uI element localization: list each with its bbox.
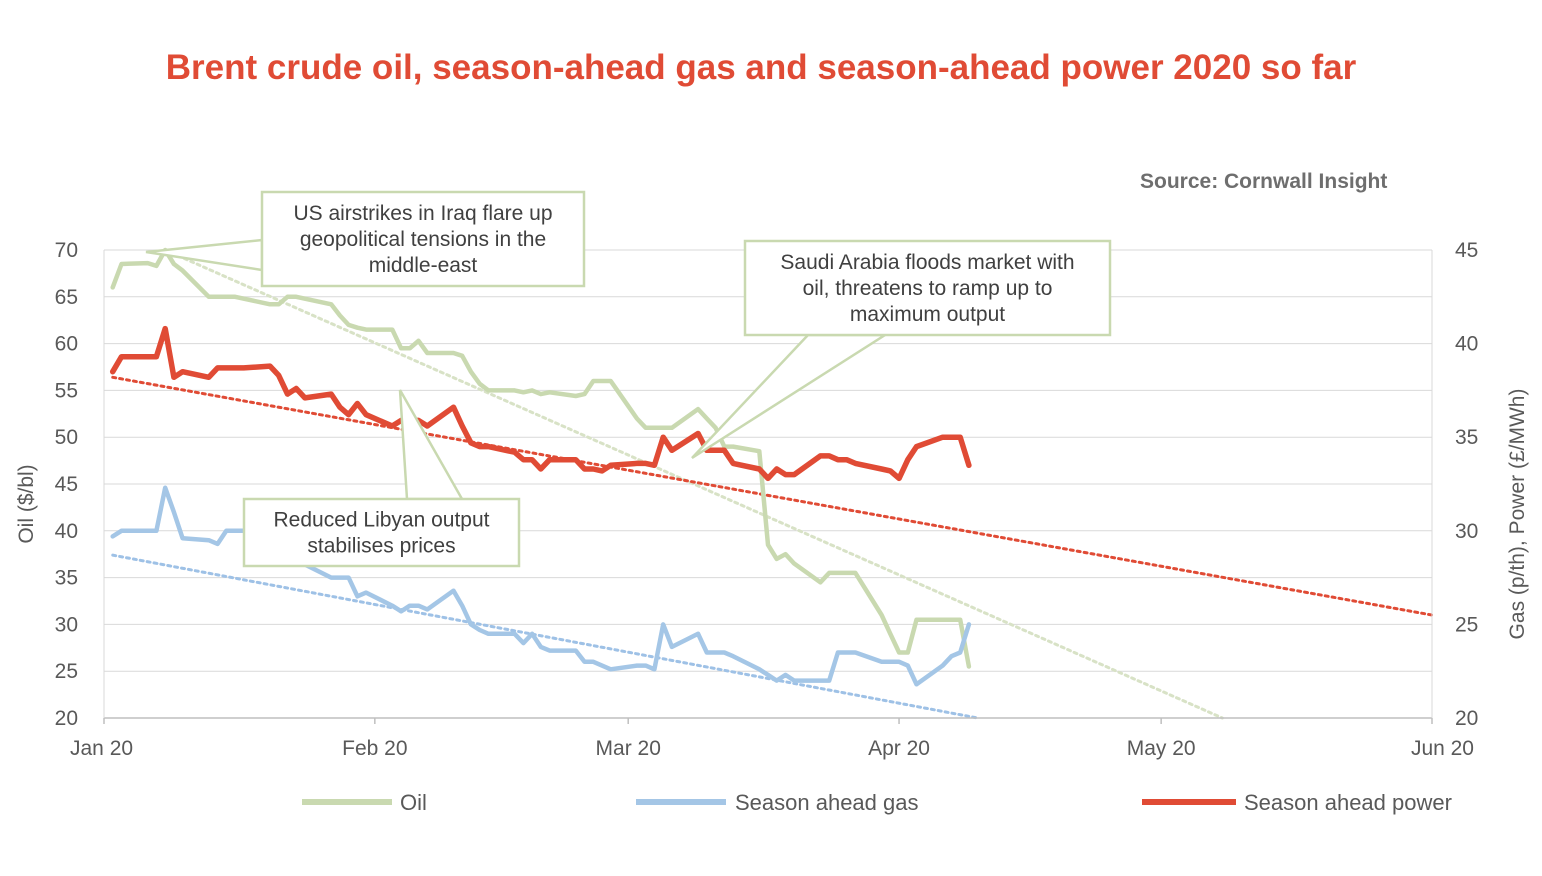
x-tick-label: Jun 20 [1411, 737, 1474, 760]
x-tick-label: Feb 20 [342, 737, 407, 760]
y-left-tick-label: 55 [55, 379, 78, 402]
legend-label: Season ahead power [1244, 790, 1452, 815]
y-left-tick-label: 40 [55, 520, 78, 543]
x-tick-label: May 20 [1127, 737, 1196, 760]
annotation-line: US airstrikes in Iraq flare up [293, 202, 552, 225]
annotation-libyan-output: Reduced Libyan output stabilises prices [242, 389, 521, 568]
annotation-line: Reduced Libyan output [274, 509, 490, 532]
annotation-line: middle-east [369, 254, 478, 277]
y-left-axis-title: Oil ($/bl) [15, 464, 38, 543]
legend-item-season-ahead-power: Season ahead power [1142, 790, 1452, 815]
annotation-box [242, 497, 521, 568]
legend-item-season-ahead-gas: Season ahead gas [636, 790, 919, 815]
y-right-tick-label: 45 [1455, 239, 1478, 262]
y-left-tick-label: 20 [55, 707, 78, 730]
y-left-tick-label: 65 [55, 286, 78, 309]
annotation-line: oil, threatens to ramp up to [803, 277, 1053, 300]
y-right-tick-label: 35 [1455, 426, 1478, 449]
y-left-tick-label: 30 [55, 613, 78, 636]
y-left-tick-label: 50 [55, 426, 78, 449]
y-right-tick-label: 20 [1455, 707, 1478, 730]
y-left-tick-label: 60 [55, 333, 78, 356]
legend-label: Season ahead gas [735, 790, 919, 815]
annotation-layer: US airstrikes in Iraq flare up geopolitic… [145, 190, 1112, 568]
y-right-tick-label: 25 [1455, 613, 1478, 636]
annotation-line: stabilises prices [307, 535, 455, 558]
y-right-tick-label: 30 [1455, 520, 1478, 543]
legend-layer: Oil Season ahead gas Season ahead power [302, 790, 1452, 815]
axes-layer: 20 25 30 35 40 45 50 55 60 65 70 20 25 30 35 40 45 Jan 20… [15, 239, 1529, 760]
trendline-season-ahead-gas [111, 553, 980, 720]
annotation-box [743, 239, 1112, 337]
legend-label: Oil [400, 790, 427, 815]
annotation-us-airstrikes: US airstrikes in Iraq flare up geopolitic… [145, 190, 586, 288]
annotation-line: geopolitical tensions in the [300, 228, 546, 251]
y-left-tick-label: 25 [55, 660, 78, 683]
annotation-box [260, 190, 586, 288]
x-tick-label: Jan 20 [70, 737, 133, 760]
x-tick-label: Mar 20 [596, 737, 661, 760]
annotation-line: Saudi Arabia floods market with [780, 251, 1074, 274]
series-line-season-ahead-gas [110, 485, 972, 687]
series-line-season-ahead-power [109, 325, 972, 482]
y-right-tick-label: 40 [1455, 333, 1478, 356]
trendline-season-ahead-power [111, 375, 1434, 617]
y-left-tick-label: 70 [55, 239, 78, 262]
chart-title: Brent crude oil, season-ahead gas and se… [165, 48, 1357, 87]
trendline-oil [163, 248, 1224, 720]
annotation-pointer [145, 238, 264, 272]
source-label: Source: Cornwall Insight [1140, 170, 1388, 193]
y-left-tick-label: 35 [55, 567, 78, 590]
y-right-axis-title: Gas (p/th), Power (£/MWh) [1506, 389, 1529, 640]
x-tick-label: Apr 20 [868, 737, 930, 760]
legend-item-oil: Oil [302, 790, 427, 815]
trendline-layer [111, 248, 1434, 720]
y-left-tick-label: 45 [55, 473, 78, 496]
annotation-saudi-arabia: Saudi Arabia floods market with oil, thre… [691, 239, 1112, 460]
annotation-pointer [691, 333, 890, 460]
series-line-oil [110, 247, 972, 669]
annotation-line: maximum output [850, 303, 1005, 326]
